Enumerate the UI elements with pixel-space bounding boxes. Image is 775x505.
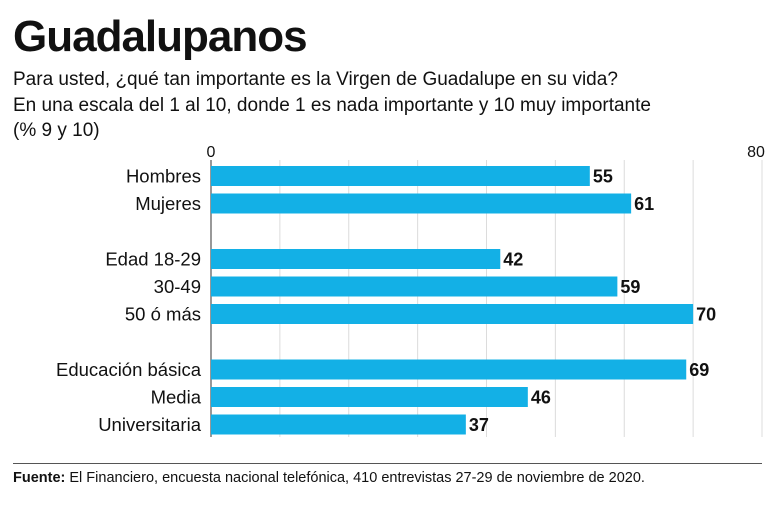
bar bbox=[211, 414, 466, 435]
source-note: Fuente: El Financiero, encuesta nacional… bbox=[13, 468, 645, 488]
subtitle-scale: En una escala del 1 al 10, donde 1 es na… bbox=[13, 95, 651, 116]
footer-divider bbox=[13, 463, 762, 464]
data-label: 69 bbox=[689, 360, 709, 380]
chart-title: Guadalupanos bbox=[13, 12, 308, 61]
category-label: 30-49 bbox=[154, 276, 201, 297]
axis-tick-label: 80 bbox=[747, 144, 765, 161]
data-label: 42 bbox=[503, 250, 523, 270]
category-label: 50 ó más bbox=[125, 304, 201, 325]
bar-chart: 0 80 Hombres 55 Mujeres 61 Edad 18-29 42 30-49 59… bbox=[56, 144, 765, 437]
data-label: 46 bbox=[531, 388, 551, 408]
data-label: 59 bbox=[620, 277, 640, 297]
category-label: Mujeres bbox=[135, 193, 201, 214]
category-label: Media bbox=[151, 387, 202, 408]
category-label: Hombres bbox=[126, 166, 201, 187]
bar bbox=[211, 249, 501, 269]
data-label: 37 bbox=[469, 415, 489, 435]
data-label: 61 bbox=[634, 194, 654, 214]
subtitle-unit: (% 9 y 10) bbox=[13, 120, 100, 141]
data-label: 55 bbox=[593, 167, 613, 187]
bar bbox=[211, 166, 590, 186]
axis-tick-label: 0 bbox=[207, 144, 216, 161]
source-text: El Financiero, encuesta nacional telefón… bbox=[65, 470, 645, 486]
bar bbox=[211, 193, 632, 214]
bar bbox=[211, 387, 528, 407]
category-label: Edad 18-29 bbox=[105, 249, 201, 270]
data-label: 70 bbox=[696, 305, 716, 325]
bar bbox=[211, 276, 618, 297]
category-label: Educación básica bbox=[56, 359, 202, 380]
category-label: Universitaria bbox=[98, 414, 202, 435]
bar bbox=[211, 359, 687, 380]
source-label: Fuente: bbox=[13, 470, 66, 486]
subtitle-question: Para usted, ¿qué tan importante es la Vi… bbox=[13, 69, 618, 90]
bar bbox=[211, 304, 694, 324]
